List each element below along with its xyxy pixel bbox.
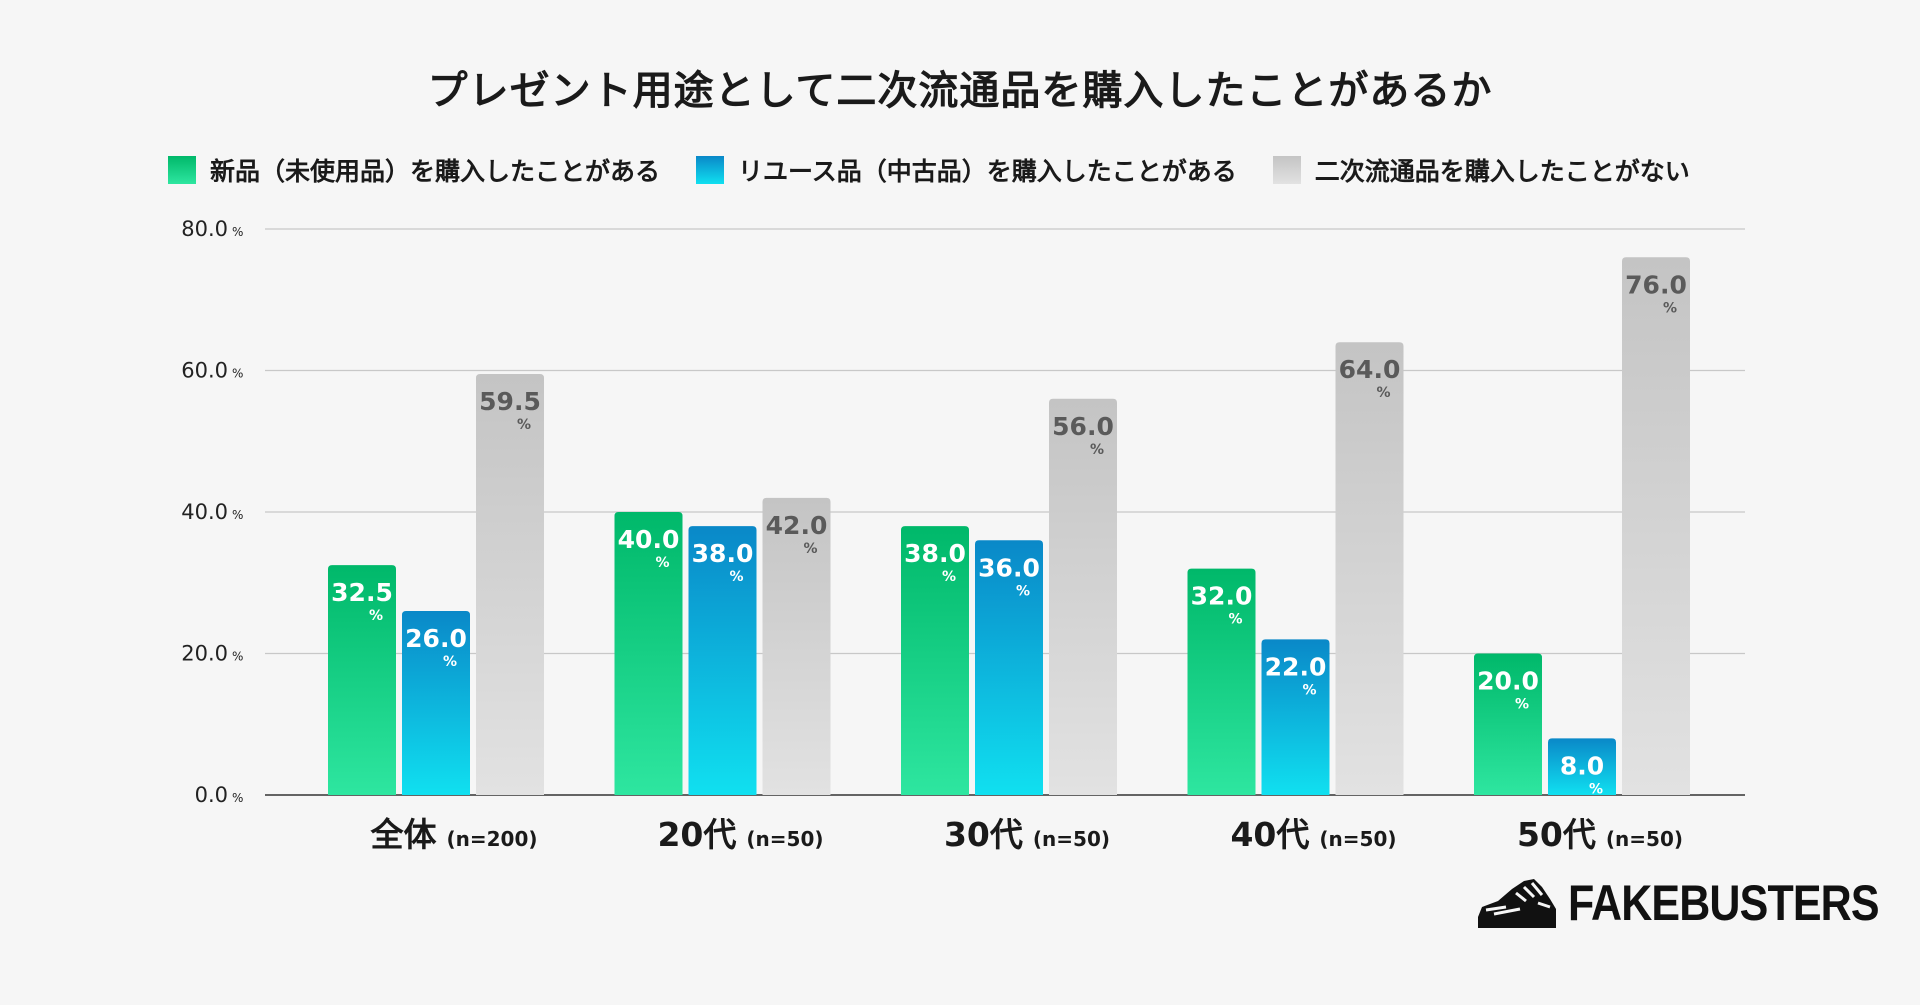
bar-value-label: 22.0 bbox=[1265, 652, 1327, 681]
chart-title: プレゼント用途として二次流通品を購入したことがあるか bbox=[427, 68, 1493, 114]
bar bbox=[402, 611, 470, 795]
bar bbox=[1335, 342, 1404, 795]
bar-value-unit: % bbox=[1589, 781, 1603, 797]
x-tick-label: 全体 (n=200) bbox=[369, 815, 537, 854]
bar-value-unit: % bbox=[1515, 697, 1529, 713]
y-tick-unit: % bbox=[232, 508, 243, 522]
bar bbox=[1622, 257, 1690, 795]
bar bbox=[901, 526, 969, 795]
y-tick-label: 80.0 bbox=[181, 217, 228, 241]
legend-item-reuse: リユース品（中古品）を購入したことがある bbox=[696, 152, 1237, 188]
legend-item-none: 二次流通品を購入したことがない bbox=[1272, 152, 1690, 188]
x-tick-label: 40代 (n=50) bbox=[1230, 815, 1396, 854]
brand-logo: FAKEBUSTERS bbox=[1476, 874, 1920, 932]
bars: 32.5%26.0%59.5%40.0% 38.0%42.0% 38.0% 36.0%… bbox=[328, 257, 1690, 797]
bar-value-unit: % bbox=[369, 608, 383, 624]
bar-value-label: 76.0 bbox=[1625, 270, 1687, 299]
bar-value-label: 26.0 bbox=[405, 624, 467, 653]
bar-value-unit: % bbox=[1376, 385, 1390, 401]
bar-value-unit: % bbox=[517, 417, 531, 433]
x-tick-label: 30代 (n=50) bbox=[944, 815, 1110, 854]
bar-value-label: 56.0 bbox=[1052, 412, 1114, 441]
y-tick-unit: % bbox=[232, 650, 243, 664]
bar-value-label: 32.0 bbox=[1191, 582, 1253, 611]
bar bbox=[1049, 398, 1117, 795]
bar-value-label: 42.0 bbox=[766, 511, 828, 540]
bar-value-unit: % bbox=[729, 569, 743, 585]
y-tick-label: 0.0 bbox=[195, 783, 228, 807]
x-axis-labels: 全体 (n=200) 20代 (n=50) 30代 (n=50) 40代 (n=50) 50代(… bbox=[369, 815, 1683, 854]
y-tick-unit: % bbox=[232, 367, 243, 381]
bar bbox=[688, 526, 757, 795]
bar-value-label: 20.0 bbox=[1477, 667, 1539, 696]
sneaker-icon bbox=[1478, 879, 1556, 928]
bar bbox=[1548, 738, 1616, 795]
legend-label-reuse: リユース品（中古品）を購入したことがある bbox=[738, 157, 1237, 186]
bar-value-unit: % bbox=[1228, 612, 1242, 628]
bar-value-unit: % bbox=[1663, 300, 1677, 316]
bar-value-label: 64.0 bbox=[1339, 355, 1401, 384]
y-tick-unit: % bbox=[232, 225, 243, 239]
legend-swatch-reuse bbox=[696, 156, 725, 184]
legend-swatch-none bbox=[1272, 156, 1301, 184]
y-tick-label: 60.0 bbox=[181, 359, 228, 383]
x-tick-label: 20代 (n=50) bbox=[657, 815, 823, 854]
bar bbox=[1474, 653, 1542, 795]
bar-value-label: 38.0 bbox=[904, 539, 966, 568]
bar bbox=[1187, 568, 1256, 795]
y-tick-label: 20.0 bbox=[181, 642, 228, 666]
bar-value-unit: % bbox=[942, 569, 956, 585]
y-axis-ticks: 0.0 % 20.0 % 40.0 % 60.0 % 80.0% bbox=[181, 217, 243, 807]
y-tick-unit: % bbox=[232, 791, 243, 805]
bar-value-label: 32.5 bbox=[331, 578, 393, 607]
legend-swatch-new bbox=[168, 156, 196, 184]
bar-value-unit: % bbox=[1090, 442, 1104, 458]
bar bbox=[614, 512, 683, 795]
legend: 新品（未使用品）を購入したことがある リユース品（中古品）を購入したことがある … bbox=[168, 152, 1690, 188]
bar-value-label: 59.5 bbox=[479, 387, 541, 416]
x-tick-label: 50代 (n=50) bbox=[1517, 815, 1683, 854]
legend-label-none: 二次流通品を購入したことがない bbox=[1314, 157, 1690, 186]
bar-value-label: 38.0 bbox=[692, 539, 754, 568]
bar-value-unit: % bbox=[443, 654, 457, 670]
y-tick-label: 40.0 bbox=[181, 500, 228, 524]
bar bbox=[1261, 639, 1330, 795]
bar bbox=[328, 565, 396, 795]
bar-value-label: 36.0 bbox=[978, 553, 1040, 582]
brand-name: FAKEBUSTERS bbox=[1568, 875, 1880, 931]
bar bbox=[975, 540, 1043, 795]
bar-value-unit: % bbox=[1016, 583, 1030, 599]
bar-value-label: 40.0 bbox=[618, 525, 680, 554]
bar bbox=[476, 374, 544, 795]
legend-label-new: 新品（未使用品）を購入したことがある bbox=[210, 157, 661, 186]
bar-value-unit: % bbox=[1302, 682, 1316, 698]
legend-item-new: 新品（未使用品）を購入したことがある bbox=[168, 152, 660, 188]
bar bbox=[762, 497, 831, 795]
bar-value-unit: % bbox=[655, 555, 669, 571]
bar-value-label: 8.0 bbox=[1560, 751, 1604, 780]
bar-value-unit: % bbox=[803, 541, 817, 557]
